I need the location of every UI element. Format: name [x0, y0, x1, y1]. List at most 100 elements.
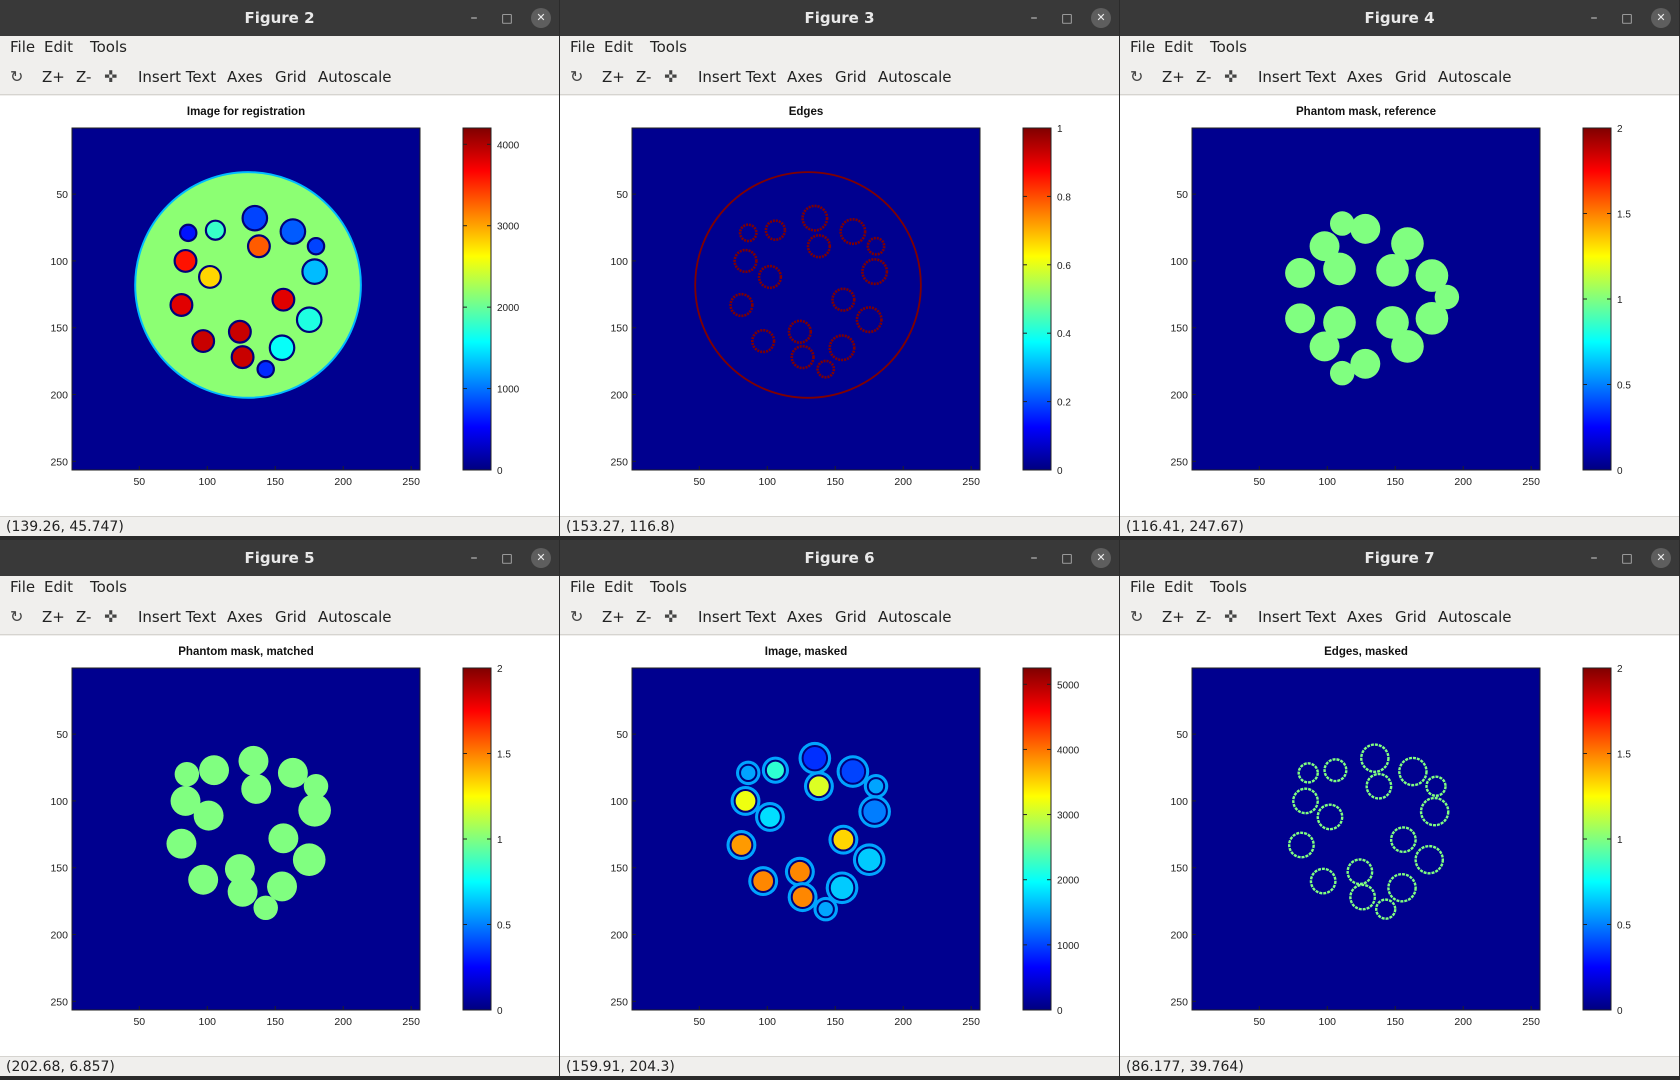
plot-canvas[interactable]: Edges, masked 50 100 150 200 250 50 100 150 200 25…: [1120, 636, 1679, 1056]
plot-area[interactable]: Image for registration 50 100 150 200 250 50 10…: [0, 96, 559, 516]
close-icon[interactable]: ✕: [531, 548, 551, 568]
menu-tools[interactable]: Tools: [1210, 578, 1247, 596]
grid-button[interactable]: Grid: [275, 608, 307, 626]
insert-text-button[interactable]: Insert Text: [698, 608, 777, 626]
menu-tools[interactable]: Tools: [90, 38, 127, 56]
plot-area[interactable]: Phantom mask, matched 50 100 150 200 250 50 100…: [0, 636, 559, 1056]
axes-button[interactable]: Axes: [1347, 608, 1383, 626]
insert-text-button[interactable]: Insert Text: [1258, 68, 1337, 86]
insert-text-button[interactable]: Insert Text: [138, 608, 217, 626]
close-icon[interactable]: ✕: [1651, 548, 1671, 568]
zoom-in-button[interactable]: Z+: [602, 608, 625, 626]
masked-edge-ring: [1374, 898, 1397, 920]
x-tick-label: 100: [198, 476, 216, 488]
rotate-tool-icon[interactable]: ↻: [1130, 67, 1144, 86]
maximize-icon[interactable]: □: [501, 11, 513, 25]
minimize-icon[interactable]: –: [1590, 10, 1598, 26]
zoom-out-button[interactable]: Z-: [76, 608, 92, 626]
autoscale-button[interactable]: Autoscale: [1438, 608, 1512, 626]
pan-tool-icon[interactable]: ✜: [1224, 67, 1238, 86]
plot-area[interactable]: Edges, masked 50 100 150 200 250 50 100 150 200 25…: [1120, 636, 1679, 1056]
grid-button[interactable]: Grid: [275, 68, 307, 86]
menu-edit[interactable]: Edit: [44, 578, 74, 596]
plot-canvas[interactable]: Image for registration 50 100 150 200 250 50 10…: [0, 96, 559, 516]
pan-tool-icon[interactable]: ✜: [1224, 607, 1238, 626]
grid-button[interactable]: Grid: [835, 68, 867, 86]
zoom-out-button[interactable]: Z-: [76, 68, 92, 86]
axes-button[interactable]: Axes: [1347, 68, 1383, 86]
plot-area[interactable]: Phantom mask, reference 50 100 150 200 250 50 1…: [1120, 96, 1679, 516]
minimize-icon[interactable]: –: [1590, 550, 1598, 566]
axes-button[interactable]: Axes: [227, 608, 263, 626]
rotate-tool-icon[interactable]: ↻: [570, 607, 584, 626]
zoom-in-button[interactable]: Z+: [42, 608, 65, 626]
menu-tools[interactable]: Tools: [650, 578, 687, 596]
zoom-in-button[interactable]: Z+: [602, 68, 625, 86]
menu-file[interactable]: File: [570, 38, 596, 56]
menu-tools[interactable]: Tools: [90, 578, 127, 596]
close-icon[interactable]: ✕: [1651, 8, 1671, 28]
minimize-icon[interactable]: –: [1030, 10, 1038, 26]
zoom-out-button[interactable]: Z-: [636, 608, 652, 626]
pan-tool-icon[interactable]: ✜: [664, 607, 678, 626]
autoscale-button[interactable]: Autoscale: [878, 68, 952, 86]
maximize-icon[interactable]: □: [1621, 551, 1633, 565]
insert-text-button[interactable]: Insert Text: [138, 68, 217, 86]
close-icon[interactable]: ✕: [1091, 548, 1111, 568]
zoom-in-button[interactable]: Z+: [1162, 608, 1185, 626]
pan-tool-icon[interactable]: ✜: [104, 607, 118, 626]
grid-button[interactable]: Grid: [1395, 68, 1427, 86]
minimize-icon[interactable]: –: [470, 10, 478, 26]
insert-text-button[interactable]: Insert Text: [698, 68, 777, 86]
menu-file[interactable]: File: [10, 38, 36, 56]
menu-edit[interactable]: Edit: [1164, 578, 1194, 596]
menu-file[interactable]: File: [1130, 38, 1156, 56]
minimize-icon[interactable]: –: [1030, 550, 1038, 566]
rotate-tool-icon[interactable]: ↻: [1130, 607, 1144, 626]
autoscale-button[interactable]: Autoscale: [318, 68, 392, 86]
plot-canvas[interactable]: Phantom mask, reference 50 100 150 200 250 50 1…: [1120, 96, 1679, 516]
menu-tools[interactable]: Tools: [1210, 38, 1247, 56]
grid-button[interactable]: Grid: [1395, 608, 1427, 626]
pan-tool-icon[interactable]: ✜: [104, 67, 118, 86]
close-icon[interactable]: ✕: [531, 8, 551, 28]
menu-edit[interactable]: Edit: [1164, 38, 1194, 56]
mask-disk: [199, 755, 230, 786]
pan-tool-icon[interactable]: ✜: [664, 67, 678, 86]
axes-button[interactable]: Axes: [787, 68, 823, 86]
menu-file[interactable]: File: [10, 578, 36, 596]
rotate-tool-icon[interactable]: ↻: [10, 67, 24, 86]
image-background: [632, 128, 980, 470]
plot-canvas[interactable]: Edges 50 100 150 200 250 50 100 150 200 250 0 0.2 0.4…: [560, 96, 1119, 516]
maximize-icon[interactable]: □: [1061, 11, 1073, 25]
zoom-in-button[interactable]: Z+: [42, 68, 65, 86]
grid-button[interactable]: Grid: [835, 608, 867, 626]
minimize-icon[interactable]: –: [470, 550, 478, 566]
insert-text-button[interactable]: Insert Text: [1258, 608, 1337, 626]
rotate-tool-icon[interactable]: ↻: [570, 67, 584, 86]
autoscale-button[interactable]: Autoscale: [878, 608, 952, 626]
menu-edit[interactable]: Edit: [604, 578, 634, 596]
maximize-icon[interactable]: □: [1061, 551, 1073, 565]
menu-file[interactable]: File: [570, 578, 596, 596]
close-icon[interactable]: ✕: [1091, 8, 1111, 28]
axes-button[interactable]: Axes: [227, 68, 263, 86]
rotate-tool-icon[interactable]: ↻: [10, 607, 24, 626]
menu-tools[interactable]: Tools: [650, 38, 687, 56]
plot-area[interactable]: Edges 50 100 150 200 250 50 100 150 200 250 0 0.2 0.4…: [560, 96, 1119, 516]
zoom-out-button[interactable]: Z-: [1196, 608, 1212, 626]
plot-area[interactable]: Image, masked 50 100 150 200 250 50 100 150 200 25…: [560, 636, 1119, 1056]
plot-canvas[interactable]: Image, masked 50 100 150 200 250 50 100 150 200 25…: [560, 636, 1119, 1056]
zoom-out-button[interactable]: Z-: [1196, 68, 1212, 86]
zoom-in-button[interactable]: Z+: [1162, 68, 1185, 86]
menu-edit[interactable]: Edit: [44, 38, 74, 56]
menu-file[interactable]: File: [1130, 578, 1156, 596]
menu-edit[interactable]: Edit: [604, 38, 634, 56]
autoscale-button[interactable]: Autoscale: [318, 608, 392, 626]
axes-button[interactable]: Axes: [787, 608, 823, 626]
maximize-icon[interactable]: □: [1621, 11, 1633, 25]
autoscale-button[interactable]: Autoscale: [1438, 68, 1512, 86]
maximize-icon[interactable]: □: [501, 551, 513, 565]
zoom-out-button[interactable]: Z-: [636, 68, 652, 86]
